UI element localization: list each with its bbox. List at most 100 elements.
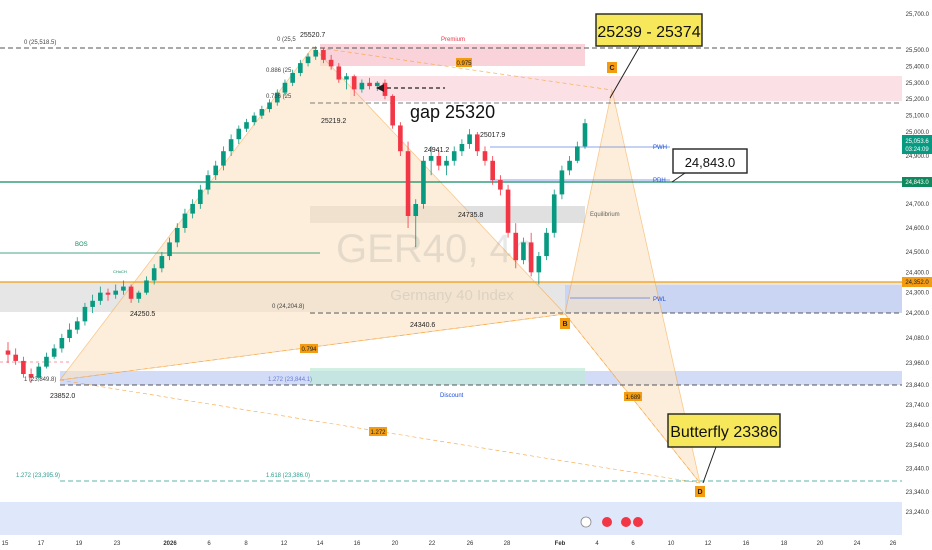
candle-body [536,256,542,273]
time-tick-label: 22 [429,541,436,547]
candle-body [5,350,11,355]
label-0-24204: 0 (24,204.8) [272,304,304,310]
swing-labels: 25520.7 25219.2 24941.2 25017.9 24735.8 … [50,32,505,400]
candle-body [267,102,272,110]
ratio-badge-0975 [456,58,472,67]
pattern-points: B C D [560,62,705,497]
news-icon[interactable] [580,516,592,528]
ratio-badges: 0.975 0.794 1.272 1.689 [300,58,642,436]
label-premium: Premium [441,37,465,43]
callout-target-pointer [609,45,641,99]
candle-body [59,338,65,349]
swing-24250: 24250.5 [130,311,155,318]
watermark-symbol: GER40, 4h [336,227,534,271]
ratio-1689: 1.689 [625,395,641,401]
price-tick-label: 23,740.0 [906,403,930,409]
time-tick-label: 23 [114,541,121,547]
label-discount: Discount [440,393,464,399]
callout-butterfly-text: Butterfly 23386 [670,424,778,441]
event-icon-red-3[interactable] [633,517,643,527]
price-tick-label: 23,240.0 [906,510,930,516]
label-0886: 0.886 (25 [266,68,292,74]
candle-body [44,356,49,367]
axis-markers: 25,053.6 03:24:09 24,843.0 24,352.0 [902,135,932,287]
event-icons[interactable] [580,516,643,528]
candle-body [321,50,326,60]
callout-pdh: 24,843.0 [671,148,748,183]
candle-body [505,189,511,233]
label-pwh: PWH [653,145,667,151]
candle-body [159,256,165,269]
candle-body [451,151,457,161]
candle-body [28,374,34,378]
premium-zone [320,44,585,66]
candle-body [198,189,203,204]
candle-body [167,242,172,257]
time-tick-label: 16 [743,541,750,547]
price-axis-bg [902,0,932,550]
price-tick-label: 24,300.0 [906,291,930,297]
candle-body [13,354,19,361]
price-tick-label: 25,300.0 [906,81,930,87]
label-1272-23844: 1.272 (23,844.1) [268,377,312,383]
candle-body [213,165,219,176]
price-tick-label: 25,000.0 [906,130,930,136]
swing-24735: 24735.8 [458,212,483,219]
time-axis-bg [0,535,902,550]
time-tick-label: 24 [854,541,861,547]
label-0-255: 0 (25,5 [277,37,296,43]
candle-body [228,139,234,152]
label-1272-23395: 1.272 (23,395.9) [16,473,60,479]
time-tick-label: 10 [668,541,675,547]
candle-body [467,134,472,144]
callout-pdh-pointer [671,172,686,183]
price-tick-label: 23,340.0 [906,490,930,496]
gap-text: gap 25320 [410,102,495,122]
point-c: C [609,65,614,72]
candle-body [390,95,395,126]
candle-body [521,242,526,261]
price-tick-label: 24,080.0 [906,336,930,342]
price-tick-label: 23,640.0 [906,423,930,429]
time-tick-label: 14 [317,541,324,547]
callout-target-zone: 25239 - 25374 [595,13,703,99]
candle-body [205,175,211,190]
watermark: GER40, 4h Germany 40 Index [336,227,534,304]
candle-body [444,160,449,166]
label-pdh: PDH [653,178,666,184]
current-price-text: 25,053.6 [905,139,929,145]
candle-body [82,306,88,322]
swing-25017: 25017.9 [480,132,505,139]
candle-body [421,160,426,204]
current-price-marker [902,135,932,154]
candle-body [244,122,249,129]
swing-24340: 24340.6 [410,322,435,329]
candle-body [528,242,534,273]
time-tick-label: 20 [817,541,824,547]
candle-body [359,82,365,90]
gap-arrow-head [376,84,384,92]
candle-body [459,144,465,152]
time-axis[interactable]: 15 17 19 23 2026 6 8 12 14 16 20 22 26 28 Feb 4 6 10 12 16 1… [0,535,902,550]
time-tick-label: 8 [244,541,248,547]
candle-body [36,366,42,378]
candle-body [382,82,388,96]
price-axis[interactable]: 25,700.0 25,500.0 25,400.0 25,300.0 25,200.0… [902,0,932,550]
price-tick-label: 23,440.0 [906,467,930,473]
candle-body [259,109,265,116]
candle-body [151,268,157,281]
candle-body [567,160,572,171]
event-icon-red-2[interactable] [621,517,631,527]
candle-body [236,128,242,140]
candle-body [405,151,411,216]
event-icon-red[interactable] [602,517,612,527]
ac-line [312,46,613,91]
price-tick-label: 24,200.0 [906,311,930,317]
candle-body [482,151,488,161]
point-d: D [697,489,702,496]
time-tick-label: 6 [631,541,635,547]
candle-body [144,280,149,293]
candle-body [74,321,80,330]
price-tick-label: 24,900.0 [906,154,930,160]
